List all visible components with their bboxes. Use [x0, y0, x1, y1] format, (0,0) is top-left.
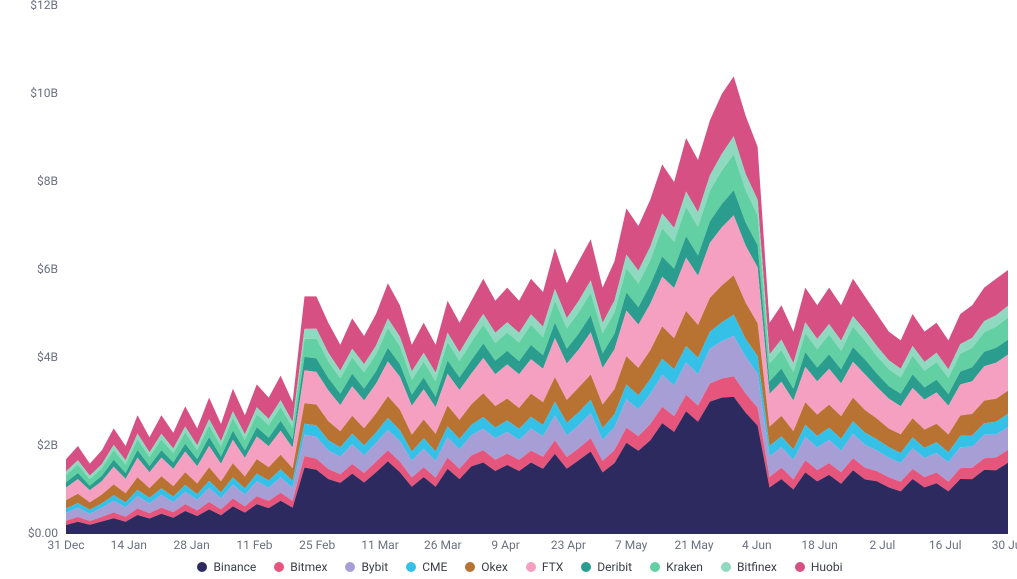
- y-tick-label: $12B: [0, 0, 58, 12]
- x-tick-label: 30 Jul: [992, 538, 1017, 552]
- legend-swatch-icon: [721, 562, 731, 572]
- legend-item-bitfinex[interactable]: Bitfinex: [721, 560, 777, 574]
- legend-label: Binance: [213, 560, 256, 574]
- x-tick-label: 16 Jul: [929, 538, 962, 552]
- x-tick-label: 28 Jan: [173, 538, 209, 552]
- legend-item-bitmex[interactable]: Bitmex: [274, 560, 327, 574]
- x-tick-label: 11 Mar: [361, 538, 399, 552]
- legend-item-deribit[interactable]: Deribit: [581, 560, 632, 574]
- x-tick-label: 18 Jun: [801, 538, 837, 552]
- legend: Binance Bitmex Bybit CME Okex FTX Deribit Krake…: [120, 560, 920, 574]
- legend-swatch-icon: [465, 562, 475, 572]
- legend-swatch-icon: [581, 562, 591, 572]
- x-tick-label: 14 Jan: [111, 538, 147, 552]
- legend-item-cme[interactable]: CME: [406, 560, 447, 574]
- x-tick-label: 11 Feb: [236, 538, 272, 552]
- legend-label: Bybit: [361, 560, 388, 574]
- legend-item-kraken[interactable]: Kraken: [650, 560, 703, 574]
- legend-label: FTX: [542, 560, 563, 574]
- stacked-area-chart: $0.00$2B$4B$6B$8B$10B$12B 31 Dec14 Jan28…: [0, 0, 1017, 579]
- x-tick-label: 21 May: [674, 538, 713, 552]
- y-tick-label: $6B: [0, 262, 58, 276]
- legend-label: Okex: [481, 560, 508, 574]
- y-tick-label: $2B: [0, 438, 58, 452]
- legend-label: Bitmex: [290, 560, 327, 574]
- legend-swatch-icon: [650, 562, 660, 572]
- x-tick-label: 23 Apr: [551, 538, 586, 552]
- legend-swatch-icon: [406, 562, 416, 572]
- x-tick-label: 31 Dec: [48, 538, 85, 552]
- y-tick-label: $8B: [0, 174, 58, 188]
- y-tick-label: $4B: [0, 350, 58, 364]
- x-tick-label: 2 Jul: [869, 538, 895, 552]
- stacked-area-svg: [66, 6, 1008, 534]
- legend-swatch-icon: [526, 562, 536, 572]
- legend-label: Huobi: [811, 560, 843, 574]
- legend-item-ftx[interactable]: FTX: [526, 560, 563, 574]
- legend-label: Deribit: [597, 560, 632, 574]
- legend-item-okex[interactable]: Okex: [465, 560, 508, 574]
- legend-swatch-icon: [274, 562, 284, 572]
- x-tick-label: 4 Jun: [742, 538, 772, 552]
- x-tick-label: 7 May: [615, 538, 647, 552]
- legend-swatch-icon: [345, 562, 355, 572]
- legend-swatch-icon: [197, 562, 207, 572]
- legend-item-bybit[interactable]: Bybit: [345, 560, 388, 574]
- plot-area: [66, 6, 1008, 534]
- y-tick-label: $10B: [0, 86, 58, 100]
- x-tick-label: 25 Feb: [299, 538, 335, 552]
- legend-swatch-icon: [795, 562, 805, 572]
- legend-label: Bitfinex: [737, 560, 777, 574]
- legend-item-binance[interactable]: Binance: [197, 560, 256, 574]
- x-tick-label: 26 Mar: [424, 538, 462, 552]
- legend-item-huobi[interactable]: Huobi: [795, 560, 843, 574]
- legend-label: Kraken: [666, 560, 703, 574]
- x-tick-label: 9 Apr: [491, 538, 519, 552]
- legend-label: CME: [422, 560, 447, 574]
